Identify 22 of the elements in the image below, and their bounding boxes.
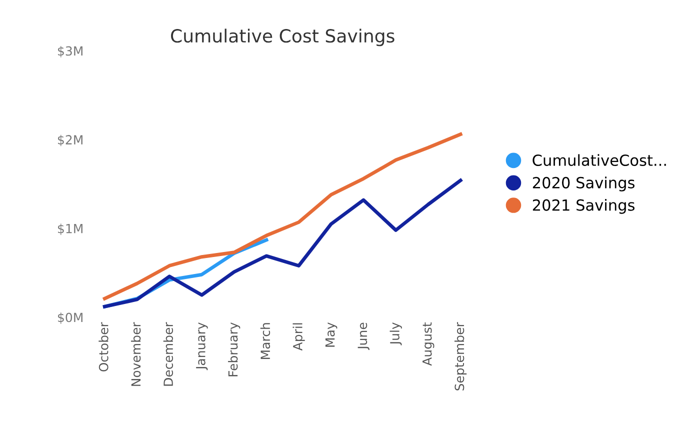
x-tick-label: May bbox=[325, 322, 338, 347]
line-series bbox=[102, 132, 462, 300]
x-tick-label: September bbox=[454, 322, 467, 390]
y-tick-label: $3M bbox=[58, 46, 82, 58]
x-tick-label: November bbox=[131, 322, 141, 386]
chart-title: Cumulative Cost Savings bbox=[171, 28, 394, 46]
x-tick-label: June bbox=[358, 322, 370, 350]
x-tick-label: April bbox=[292, 323, 305, 351]
legend-label: 2020 Savings bbox=[532, 176, 634, 192]
legend-label: 2021 Savings bbox=[532, 199, 634, 214]
x-tick-label: March bbox=[260, 323, 270, 359]
line-series bbox=[102, 178, 462, 308]
x-tick-label: October bbox=[98, 322, 108, 372]
y-tick-label: $0M bbox=[58, 312, 82, 324]
x-tick-label: February bbox=[228, 322, 240, 376]
y-tick-label: $2M bbox=[58, 134, 82, 146]
x-tick-label: August bbox=[422, 322, 434, 366]
y-tick-label: $1M bbox=[58, 224, 82, 236]
legend-label: CumulativeCost... bbox=[532, 154, 666, 166]
x-tick-label: July bbox=[390, 322, 402, 346]
x-tick-label: January bbox=[196, 322, 208, 370]
x-tick-label: December bbox=[163, 322, 174, 386]
